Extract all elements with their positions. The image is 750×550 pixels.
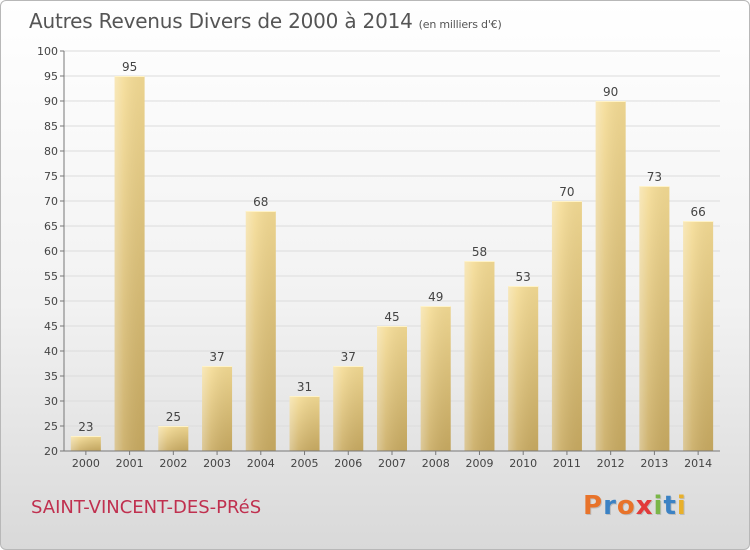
bar-highlight: [595, 101, 626, 451]
bar-value-label: 37: [209, 350, 224, 364]
place-name: SAINT-VINCENT-DES-PRéS: [31, 497, 262, 518]
x-tick-label: 2006: [334, 457, 362, 470]
y-tick-label: 45: [44, 320, 58, 333]
x-tick-label: 2009: [465, 457, 493, 470]
y-tick-label: 90: [44, 95, 58, 108]
bar-value-label: 68: [253, 195, 268, 209]
x-tick-label: 2008: [422, 457, 450, 470]
y-tick-label: 40: [44, 345, 58, 358]
y-tick-label: 50: [44, 295, 58, 308]
y-tick-label: 70: [44, 195, 58, 208]
y-tick-label: 60: [44, 245, 58, 258]
x-tick-label: 2010: [509, 457, 537, 470]
bar-highlight: [464, 261, 495, 451]
bar-highlight: [289, 396, 320, 451]
logo-letter: t: [663, 491, 677, 521]
x-tick-label: 2000: [72, 457, 100, 470]
x-tick-label: 2004: [247, 457, 275, 470]
bar-highlight: [508, 286, 539, 451]
logo-letter: i: [653, 491, 664, 521]
bar-value-label: 90: [603, 85, 618, 99]
y-tick-label: 65: [44, 220, 58, 233]
logo-letter: x: [635, 491, 654, 521]
x-tick-label: 2002: [159, 457, 187, 470]
bar-highlight: [333, 366, 364, 451]
x-tick-label: 2003: [203, 457, 231, 470]
bar-value-label: 73: [647, 170, 662, 184]
bar-highlight: [245, 211, 276, 451]
bar-highlight: [158, 426, 189, 451]
bar-highlight: [114, 76, 145, 451]
bar-highlight: [420, 306, 451, 451]
bar-value-label: 53: [516, 270, 531, 284]
y-tick-label: 55: [44, 270, 58, 283]
bar-value-label: 58: [472, 245, 487, 259]
bar-value-label: 66: [690, 205, 705, 219]
logo-letter: P: [583, 491, 604, 521]
bar-highlight: [70, 436, 101, 451]
bar-value-label: 70: [559, 185, 574, 199]
bar-value-label: 45: [384, 310, 399, 324]
x-tick-label: 2007: [378, 457, 406, 470]
x-tick-label: 2012: [597, 457, 625, 470]
x-tick-label: 2011: [553, 457, 581, 470]
bar-value-label: 95: [122, 60, 137, 74]
bar-value-label: 25: [166, 410, 181, 424]
bar-highlight: [377, 326, 407, 451]
bar-highlight: [683, 221, 714, 451]
logo-letter: r: [603, 491, 617, 521]
y-tick-label: 30: [44, 395, 58, 408]
bar-value-label: 37: [341, 350, 356, 364]
y-tick-label: 85: [44, 120, 58, 133]
y-tick-label: 20: [44, 445, 58, 458]
bar-highlight: [551, 201, 582, 451]
x-tick-label: 2014: [684, 457, 712, 470]
logo-letter: i: [676, 491, 687, 521]
y-tick-label: 75: [44, 170, 58, 183]
bar-highlight: [202, 366, 233, 451]
y-tick-label: 95: [44, 70, 58, 83]
bar-value-label: 49: [428, 290, 443, 304]
bar-highlight: [639, 186, 670, 451]
y-tick-label: 100: [37, 45, 58, 58]
chart-unit-note: (en milliers d'€): [418, 18, 502, 31]
bar-value-label: 31: [297, 380, 312, 394]
y-tick-label: 80: [44, 145, 58, 158]
proxiti-logo: Proxiti: [583, 491, 687, 521]
y-tick-label: 35: [44, 370, 58, 383]
chart-title-text: Autres Revenus Divers de 2000 à 2014: [29, 9, 413, 33]
bar-value-label: 23: [78, 420, 93, 434]
y-tick-label: 25: [44, 420, 58, 433]
x-tick-label: 2005: [291, 457, 319, 470]
logo-letter: o: [616, 491, 636, 521]
chart-title: Autres Revenus Divers de 2000 à 2014 (en …: [29, 9, 502, 33]
x-tick-label: 2013: [640, 457, 668, 470]
x-tick-label: 2001: [116, 457, 144, 470]
